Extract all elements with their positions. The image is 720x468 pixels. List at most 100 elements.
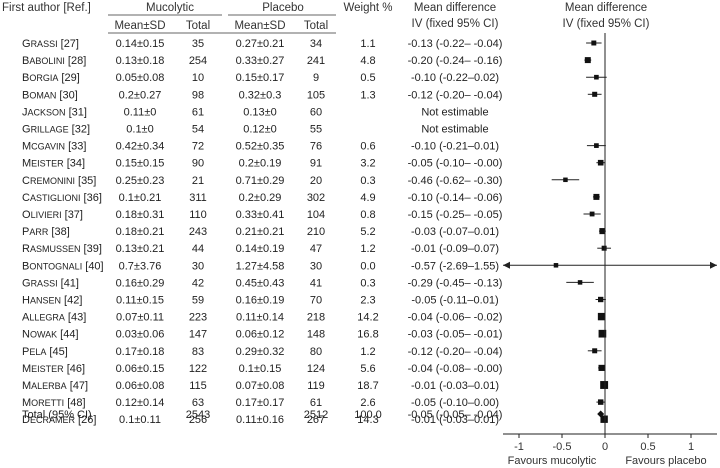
table-row: NOWAK [44] 0.03±0.06 147 0.06±0.12 148 16.8 -0… [22, 329, 502, 341]
table-row: BABOLINI [28] 0.13±0.18 254 0.33±0.27 241 4.8… [22, 55, 502, 67]
placebo-mean-sd: 1.27±4.58 [236, 260, 285, 272]
placebo-mean-sd: 0.13±0 [243, 106, 277, 118]
weight-value: 14.3 [357, 414, 378, 426]
placebo-total: 41 [310, 277, 322, 289]
ci-text: -0.57 (-2.69–1.55) [411, 260, 499, 272]
table-header: First author [Ref.] Mucolytic Placebo Me… [2, 2, 650, 34]
total-mucolytic: 2543 [186, 409, 210, 421]
effect-marker [600, 415, 608, 423]
mucolytic-mean-sd: 0.13±0.18 [116, 55, 165, 67]
header-author: First author [Ref.] [2, 2, 91, 14]
study-author: MEISTER [46] [22, 363, 85, 375]
effect-marker [577, 280, 583, 285]
weight-value: 0.3 [360, 175, 375, 187]
effect-marker [553, 263, 559, 268]
mucolytic-total: 98 [192, 89, 204, 101]
placebo-mean-sd: 0.15±0.17 [236, 72, 285, 84]
table-row: GRASSI [27] 0.14±0.15 35 0.27±0.21 34 1.1 -0.1… [22, 38, 502, 50]
ci-arrow-right [710, 261, 717, 269]
study-author: GRASSI [27] [22, 38, 79, 50]
header-plot-sub: IV (fixed 95% CI) [563, 18, 650, 30]
weight-value: 1.2 [360, 243, 375, 255]
placebo-mean-sd: 0.27±0.21 [236, 38, 285, 50]
ci-text: -0.01 (-0.03–0.01) [411, 380, 499, 392]
placebo-total: 91 [310, 158, 322, 170]
study-author: MORETTI [48] [22, 397, 86, 409]
header-placebo-mean-sd: Mean±SD [234, 20, 285, 32]
weight-value: 0.8 [360, 209, 375, 221]
total-label: Total (95% CI) [22, 409, 92, 421]
placebo-total: 80 [310, 346, 322, 358]
mucolytic-total: 147 [189, 329, 207, 341]
weight-value: 1.3 [360, 89, 375, 101]
placebo-total: 267 [307, 414, 325, 426]
table-row: OLIVIERI [37] 0.18±0.31 110 0.33±0.41 104 0.8… [22, 209, 502, 221]
header-mucolytic-total: Total [186, 20, 210, 32]
mucolytic-total: 115 [189, 380, 207, 392]
weight-value: 2.6 [360, 397, 375, 409]
weight-value: 5.6 [360, 363, 375, 375]
mucolytic-total: 44 [192, 243, 204, 255]
placebo-total: 104 [307, 209, 325, 221]
table-row: DECRAMER [26] 0.1±0.11 256 0.11±0.16 267 14.3… [22, 414, 499, 426]
placebo-mean-sd: 0.29±0.32 [236, 346, 285, 358]
ci-text: -0.13 (-0.22– -0.04) [408, 38, 503, 50]
placebo-total: 148 [307, 329, 325, 341]
mucolytic-mean-sd: 0.18±0.31 [116, 209, 165, 221]
weight-value: 0.0 [360, 260, 375, 272]
placebo-mean-sd: 0.11±0.14 [236, 312, 284, 324]
study-author: BOMAN [30] [22, 89, 78, 101]
mucolytic-mean-sd: 0.16±0.29 [116, 277, 165, 289]
ci-text: -0.03 (-0.05– -0.01) [408, 329, 503, 341]
mucolytic-total: 54 [192, 124, 204, 136]
ci-text: -0.05 (-0.11–0.01) [411, 295, 498, 307]
effect-marker [563, 177, 568, 183]
placebo-total: 9 [313, 72, 319, 84]
weight-value: 14.2 [357, 312, 378, 324]
placebo-mean-sd: 0.71±0.29 [236, 175, 285, 187]
effect-marker [597, 159, 604, 166]
placebo-total: 47 [310, 243, 322, 255]
total-row: Total (95% CI) 2543 2512 100.0 -0.05 (-0.05–… [22, 409, 502, 421]
study-author: PELA [45] [22, 346, 68, 358]
study-rows: GRASSI [27] 0.14±0.15 35 0.27±0.21 34 1.1 -0.1… [22, 38, 502, 426]
table-row: BOMAN [30] 0.2±0.27 98 0.32±0.3 105 1.3 -0.12 … [22, 89, 502, 101]
mucolytic-mean-sd: 0.1±0.11 [119, 414, 161, 426]
placebo-total: 30 [310, 260, 322, 272]
effect-marker [598, 364, 605, 371]
mucolytic-total: 63 [192, 397, 204, 409]
placebo-total: 61 [310, 397, 322, 409]
total-diamond [597, 410, 605, 418]
placebo-total: 70 [310, 295, 322, 307]
study-author: BORGIA [29] [22, 72, 80, 84]
placebo-mean-sd: 0.2±0.19 [239, 158, 282, 170]
ci-text: -0.05 (-0.10– -0.00) [408, 158, 503, 170]
tick-label: -0.5 [553, 441, 572, 453]
mucolytic-mean-sd: 0.7±3.76 [119, 260, 162, 272]
placebo-mean-sd: 0.52±0.35 [236, 141, 285, 153]
table-row: BONTOGNALI [40] 0.7±3.76 30 1.27±4.58 30 0.0 -… [22, 260, 499, 272]
placebo-mean-sd: 0.11±0.16 [236, 414, 284, 426]
placebo-total: 302 [307, 192, 325, 204]
mucolytic-mean-sd: 0.15±0.15 [116, 158, 165, 170]
ci-text: Not estimable [421, 124, 488, 136]
table-row: HANSEN [42] 0.11±0.15 59 0.16±0.19 70 2.3 -0.0… [22, 295, 499, 307]
table-row: ALLEGRA [43] 0.07±0.11 223 0.11±0.14 218 14.2… [22, 312, 502, 324]
ci-text: Not estimable [421, 106, 488, 118]
effect-marker [598, 296, 604, 303]
effect-marker [594, 74, 599, 80]
mucolytic-mean-sd: 0.11±0.15 [116, 295, 164, 307]
ci-arrow-left [503, 261, 510, 269]
x-axis: -1 -0.5 0 0.5 1 Favours mucolytic Favours plac… [503, 433, 717, 467]
study-author: BABOLINI [28] [22, 55, 86, 67]
effect-marker [601, 245, 607, 251]
placebo-mean-sd: 0.14±0.19 [236, 243, 285, 255]
placebo-total: 60 [310, 106, 322, 118]
placebo-total: 76 [310, 141, 322, 153]
table-row: MEISTER [34] 0.15±0.15 90 0.2±0.19 91 3.2 -0.0… [22, 158, 502, 170]
total-ci: -0.05 (-0.05– -0.04) [408, 409, 503, 421]
mucolytic-mean-sd: 0.17±0.18 [116, 346, 165, 358]
table-row: CASTIGLIONI [36] 0.1±0.21 311 0.2±0.29 302 4.… [22, 192, 502, 204]
mucolytic-total: 61 [192, 106, 204, 118]
mucolytic-mean-sd: 0.07±0.11 [116, 312, 164, 324]
